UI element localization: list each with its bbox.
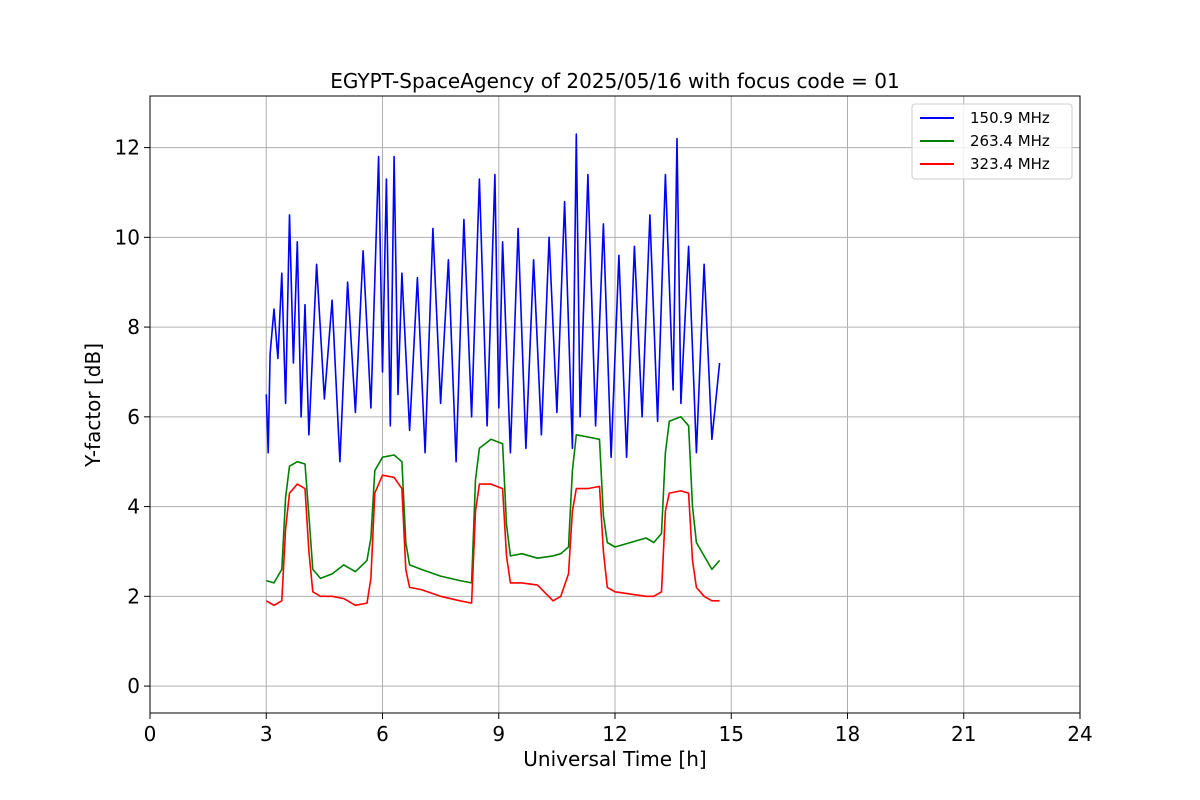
series-line-323-4-mhz xyxy=(265,474,720,607)
x-tick-label: 24 xyxy=(1067,722,1092,746)
y-tick-label: 2 xyxy=(127,584,140,608)
y-tick-label: 12 xyxy=(115,136,140,160)
legend-label: 263.4 MHz xyxy=(970,132,1050,150)
x-tick-label: 21 xyxy=(951,722,976,746)
series-line-263-4-mhz xyxy=(266,415,721,584)
y-tick-label: 6 xyxy=(127,405,140,429)
x-tick-label: 18 xyxy=(835,722,860,746)
y-tick-label: 10 xyxy=(115,225,140,249)
y-tick-label: 0 xyxy=(127,674,140,698)
x-tick-label: 0 xyxy=(144,722,157,746)
legend-box xyxy=(911,103,1073,180)
x-tick-label: 6 xyxy=(376,722,389,746)
x-tick-label: 9 xyxy=(492,722,505,746)
series-line-150-9-mhz xyxy=(265,133,721,463)
legend-label: 323.4 MHz xyxy=(970,155,1050,173)
legend-label: 150.9 MHz xyxy=(970,109,1050,127)
y-axis-label: Y-factor [dB] xyxy=(81,343,105,468)
x-tick-label: 3 xyxy=(260,722,273,746)
y-tick-label: 8 xyxy=(127,315,140,339)
legend: 150.9 MHz 263.4 MHz 323.4 MHz xyxy=(911,103,1073,180)
series-lines xyxy=(265,133,721,607)
chart-title: EGYPT-SpaceAgency of 2025/05/16 with foc… xyxy=(330,69,899,93)
x-tick-label: 15 xyxy=(719,722,744,746)
x-tick-label: 12 xyxy=(602,722,627,746)
y-tick-label: 4 xyxy=(127,495,140,519)
x-axis-label: Universal Time [h] xyxy=(523,747,706,771)
